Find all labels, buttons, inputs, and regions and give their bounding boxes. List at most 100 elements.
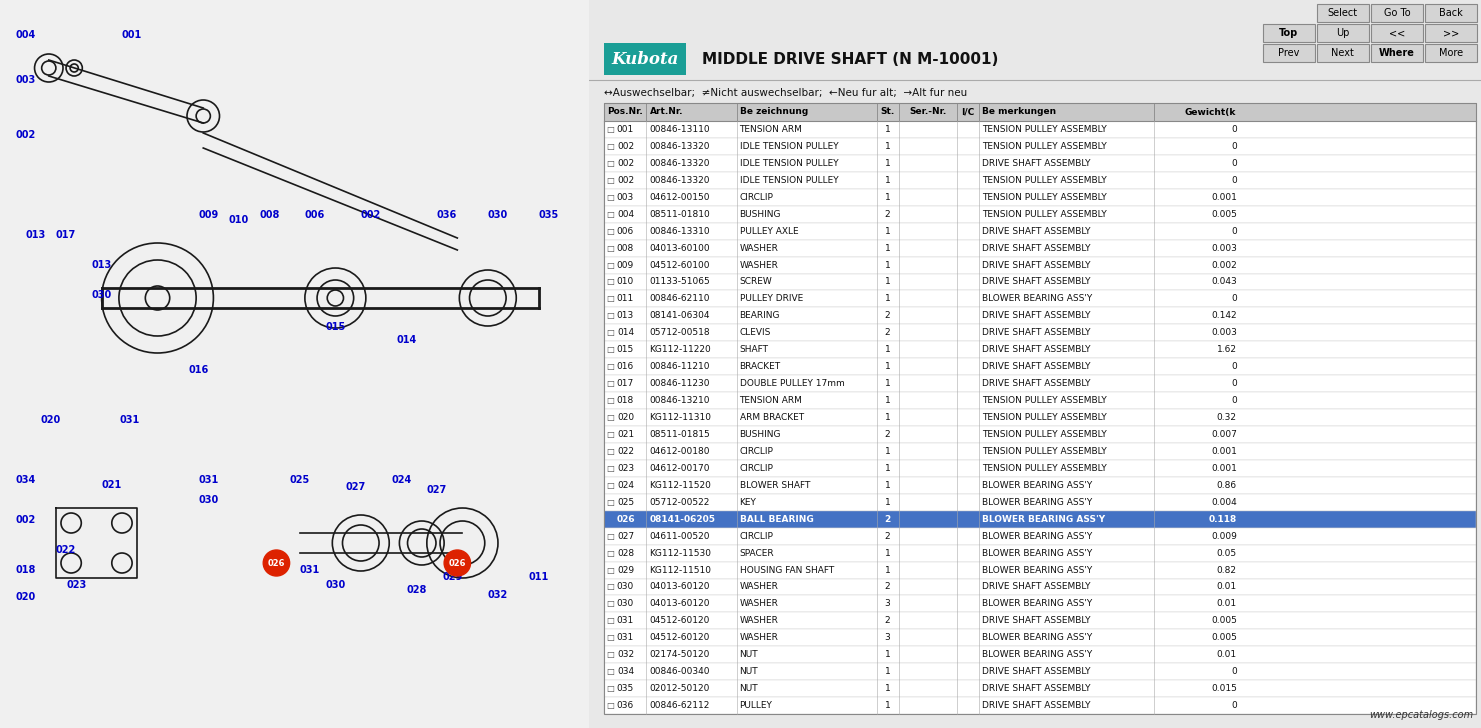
Text: 026: 026 (449, 558, 467, 568)
Text: DRIVE SHAFT ASSEMBLY: DRIVE SHAFT ASSEMBLY (982, 582, 1090, 591)
Text: Where: Where (1379, 48, 1414, 58)
Text: 0.043: 0.043 (1211, 277, 1237, 287)
FancyBboxPatch shape (604, 392, 1477, 409)
Text: □: □ (606, 261, 615, 269)
Text: WASHER: WASHER (739, 582, 779, 591)
Text: 0.005: 0.005 (1211, 210, 1237, 218)
Text: 00846-11210: 00846-11210 (650, 363, 709, 371)
Text: I/C: I/C (961, 108, 974, 116)
FancyBboxPatch shape (604, 121, 1477, 138)
Text: SPACER: SPACER (739, 549, 775, 558)
Text: 1: 1 (884, 261, 890, 269)
FancyBboxPatch shape (604, 341, 1477, 358)
Text: 0: 0 (1231, 667, 1237, 676)
Text: 014: 014 (618, 328, 634, 337)
Text: 028: 028 (406, 585, 427, 595)
FancyBboxPatch shape (604, 426, 1477, 443)
Text: □: □ (606, 599, 615, 609)
FancyBboxPatch shape (1317, 4, 1368, 22)
Text: 030: 030 (487, 210, 508, 220)
Text: 031: 031 (616, 617, 634, 625)
FancyBboxPatch shape (604, 223, 1477, 240)
Text: 004: 004 (15, 30, 36, 40)
Text: 2: 2 (884, 210, 890, 218)
Text: 013: 013 (616, 312, 634, 320)
Text: BUSHING: BUSHING (739, 210, 780, 218)
Text: 1: 1 (884, 363, 890, 371)
Text: 08141-06205: 08141-06205 (650, 515, 715, 523)
Text: TENSION PULLEY ASSEMBLY: TENSION PULLEY ASSEMBLY (982, 413, 1106, 422)
Text: □: □ (606, 277, 615, 287)
FancyBboxPatch shape (604, 358, 1477, 375)
Text: 04013-60120: 04013-60120 (650, 599, 709, 609)
Text: 0: 0 (1231, 701, 1237, 710)
Text: Pos.Nr.: Pos.Nr. (607, 108, 643, 116)
Text: DRIVE SHAFT ASSEMBLY: DRIVE SHAFT ASSEMBLY (982, 345, 1090, 355)
Text: 036: 036 (437, 210, 458, 220)
Text: 002: 002 (618, 159, 634, 168)
Text: WASHER: WASHER (739, 617, 779, 625)
Text: □: □ (606, 667, 615, 676)
FancyBboxPatch shape (604, 325, 1477, 341)
Text: 00846-13110: 00846-13110 (650, 125, 709, 134)
Text: 027: 027 (618, 531, 634, 541)
Text: 022: 022 (56, 545, 76, 555)
Text: 04512-60100: 04512-60100 (650, 261, 709, 269)
FancyBboxPatch shape (604, 103, 1477, 121)
Text: 2: 2 (884, 312, 890, 320)
Text: Art.Nr.: Art.Nr. (650, 108, 683, 116)
Text: 2: 2 (884, 430, 890, 439)
Text: IDLE TENSION PULLEY: IDLE TENSION PULLEY (739, 159, 838, 168)
Text: BLOWER SHAFT: BLOWER SHAFT (739, 480, 810, 490)
Text: 001: 001 (616, 125, 634, 134)
Text: BLOWER BEARING ASS'Y: BLOWER BEARING ASS'Y (982, 498, 1091, 507)
Text: TENSION PULLEY ASSEMBLY: TENSION PULLEY ASSEMBLY (982, 210, 1106, 218)
Text: IDLE TENSION PULLEY: IDLE TENSION PULLEY (739, 175, 838, 185)
FancyBboxPatch shape (604, 274, 1477, 290)
Text: 026: 026 (616, 515, 635, 523)
Text: 0.82: 0.82 (1217, 566, 1237, 574)
Text: Select: Select (1328, 8, 1358, 18)
Text: 2: 2 (884, 582, 890, 591)
Text: CLEVIS: CLEVIS (739, 328, 772, 337)
FancyBboxPatch shape (604, 561, 1477, 579)
Text: CIRCLIP: CIRCLIP (739, 464, 773, 473)
Text: 0: 0 (1231, 226, 1237, 236)
Text: TENSION PULLEY ASSEMBLY: TENSION PULLEY ASSEMBLY (982, 396, 1106, 405)
Text: 1: 1 (884, 650, 890, 660)
Text: CIRCLIP: CIRCLIP (739, 531, 773, 541)
Text: 0.007: 0.007 (1211, 430, 1237, 439)
FancyBboxPatch shape (604, 494, 1477, 511)
FancyBboxPatch shape (604, 545, 1477, 561)
FancyBboxPatch shape (1371, 24, 1423, 42)
Text: PULLEY DRIVE: PULLEY DRIVE (739, 294, 803, 304)
Text: BLOWER BEARING ASS'Y: BLOWER BEARING ASS'Y (982, 633, 1091, 642)
Text: 015: 015 (326, 322, 345, 332)
Text: 1: 1 (884, 413, 890, 422)
Text: 011: 011 (616, 294, 634, 304)
FancyBboxPatch shape (604, 646, 1477, 663)
Text: 2: 2 (884, 617, 890, 625)
Text: 0.003: 0.003 (1211, 328, 1237, 337)
Text: 1: 1 (884, 566, 890, 574)
FancyBboxPatch shape (604, 189, 1477, 206)
Text: 035: 035 (616, 684, 634, 693)
Text: 015: 015 (616, 345, 634, 355)
Text: DRIVE SHAFT ASSEMBLY: DRIVE SHAFT ASSEMBLY (982, 312, 1090, 320)
Text: Back: Back (1440, 8, 1463, 18)
Text: 00846-13210: 00846-13210 (650, 396, 709, 405)
Text: □: □ (606, 633, 615, 642)
Text: 003: 003 (616, 193, 634, 202)
Text: 05712-00522: 05712-00522 (650, 498, 709, 507)
Text: 035: 035 (539, 210, 558, 220)
Text: 04612-00150: 04612-00150 (650, 193, 709, 202)
Text: KG112-11520: KG112-11520 (650, 480, 711, 490)
Text: 0.009: 0.009 (1211, 531, 1237, 541)
Text: Ser.-Nr.: Ser.-Nr. (909, 108, 946, 116)
Text: BLOWER BEARING ASS'Y: BLOWER BEARING ASS'Y (982, 549, 1091, 558)
Text: DRIVE SHAFT ASSEMBLY: DRIVE SHAFT ASSEMBLY (982, 277, 1090, 287)
Text: TENSION PULLEY ASSEMBLY: TENSION PULLEY ASSEMBLY (982, 464, 1106, 473)
FancyBboxPatch shape (1425, 44, 1477, 62)
Text: 031: 031 (616, 633, 634, 642)
Text: 1.62: 1.62 (1217, 345, 1237, 355)
